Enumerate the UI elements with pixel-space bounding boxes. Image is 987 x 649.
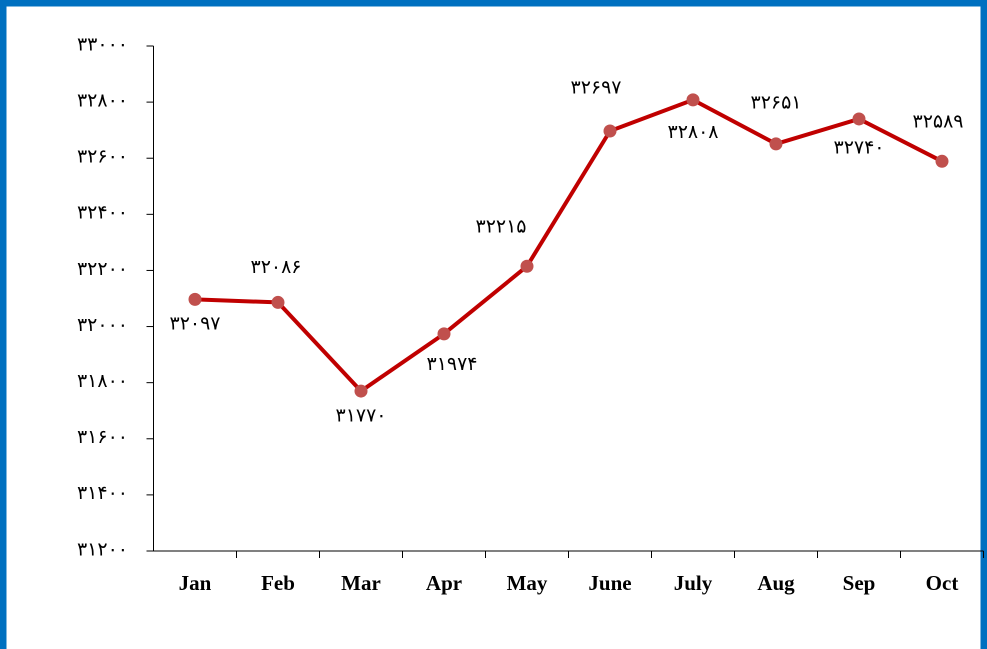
marker	[686, 93, 700, 107]
marker	[852, 112, 866, 126]
data-label: ۳۲۰۸۶	[250, 257, 301, 278]
data-label: ۳۲۲۱۵	[475, 217, 526, 238]
y-tick-label: ۳۱۲۰۰	[77, 539, 128, 560]
x-tick-label: Jan	[179, 571, 212, 595]
data-label: ۳۲۶۵۱	[750, 92, 801, 113]
x-tick-label: Sep	[843, 571, 876, 595]
data-label: ۳۱۹۷۴	[426, 354, 477, 375]
y-tick-label: ۳۱۶۰۰	[77, 427, 128, 448]
y-tick-label: ۳۲۲۰۰	[77, 259, 128, 280]
marker	[769, 137, 783, 151]
marker	[271, 295, 285, 309]
x-tick-label: Mar	[341, 571, 381, 595]
y-tick-label: ۳۲۰۰۰	[77, 315, 128, 336]
x-tick-label: Oct	[926, 571, 959, 595]
y-tick-label: ۳۳۰۰۰	[77, 34, 128, 55]
data-label: ۳۲۶۹۷	[570, 77, 621, 98]
marker	[354, 384, 368, 398]
x-tick-label: Apr	[426, 571, 462, 595]
marker	[520, 259, 534, 273]
y-tick-label: ۳۲۴۰۰	[77, 203, 128, 224]
data-label: ۳۱۷۷۰	[335, 405, 386, 426]
marker	[603, 124, 617, 138]
x-tick-label: Feb	[261, 571, 295, 595]
data-label: ۳۲۷۴۰	[833, 137, 884, 158]
x-tick-label: June	[588, 571, 631, 595]
y-tick-label: ۳۱۴۰۰	[77, 483, 128, 504]
x-tick-label: May	[507, 571, 548, 595]
marker	[935, 154, 949, 168]
y-tick-label: ۳۱۸۰۰	[77, 371, 128, 392]
series-line	[194, 97, 943, 394]
marker	[188, 292, 202, 306]
data-label: ۳۲۸۰۸	[667, 122, 718, 143]
data-label: ۳۲۰۹۷	[169, 314, 220, 335]
y-tick-label: ۳۲۸۰۰	[77, 90, 128, 111]
data-label: ۳۲۵۸۹	[912, 112, 963, 133]
marker	[437, 327, 451, 341]
x-tick-label: July	[674, 571, 713, 595]
x-tick-label: Aug	[757, 571, 795, 595]
y-tick-label: ۳۲۶۰۰	[77, 147, 128, 168]
